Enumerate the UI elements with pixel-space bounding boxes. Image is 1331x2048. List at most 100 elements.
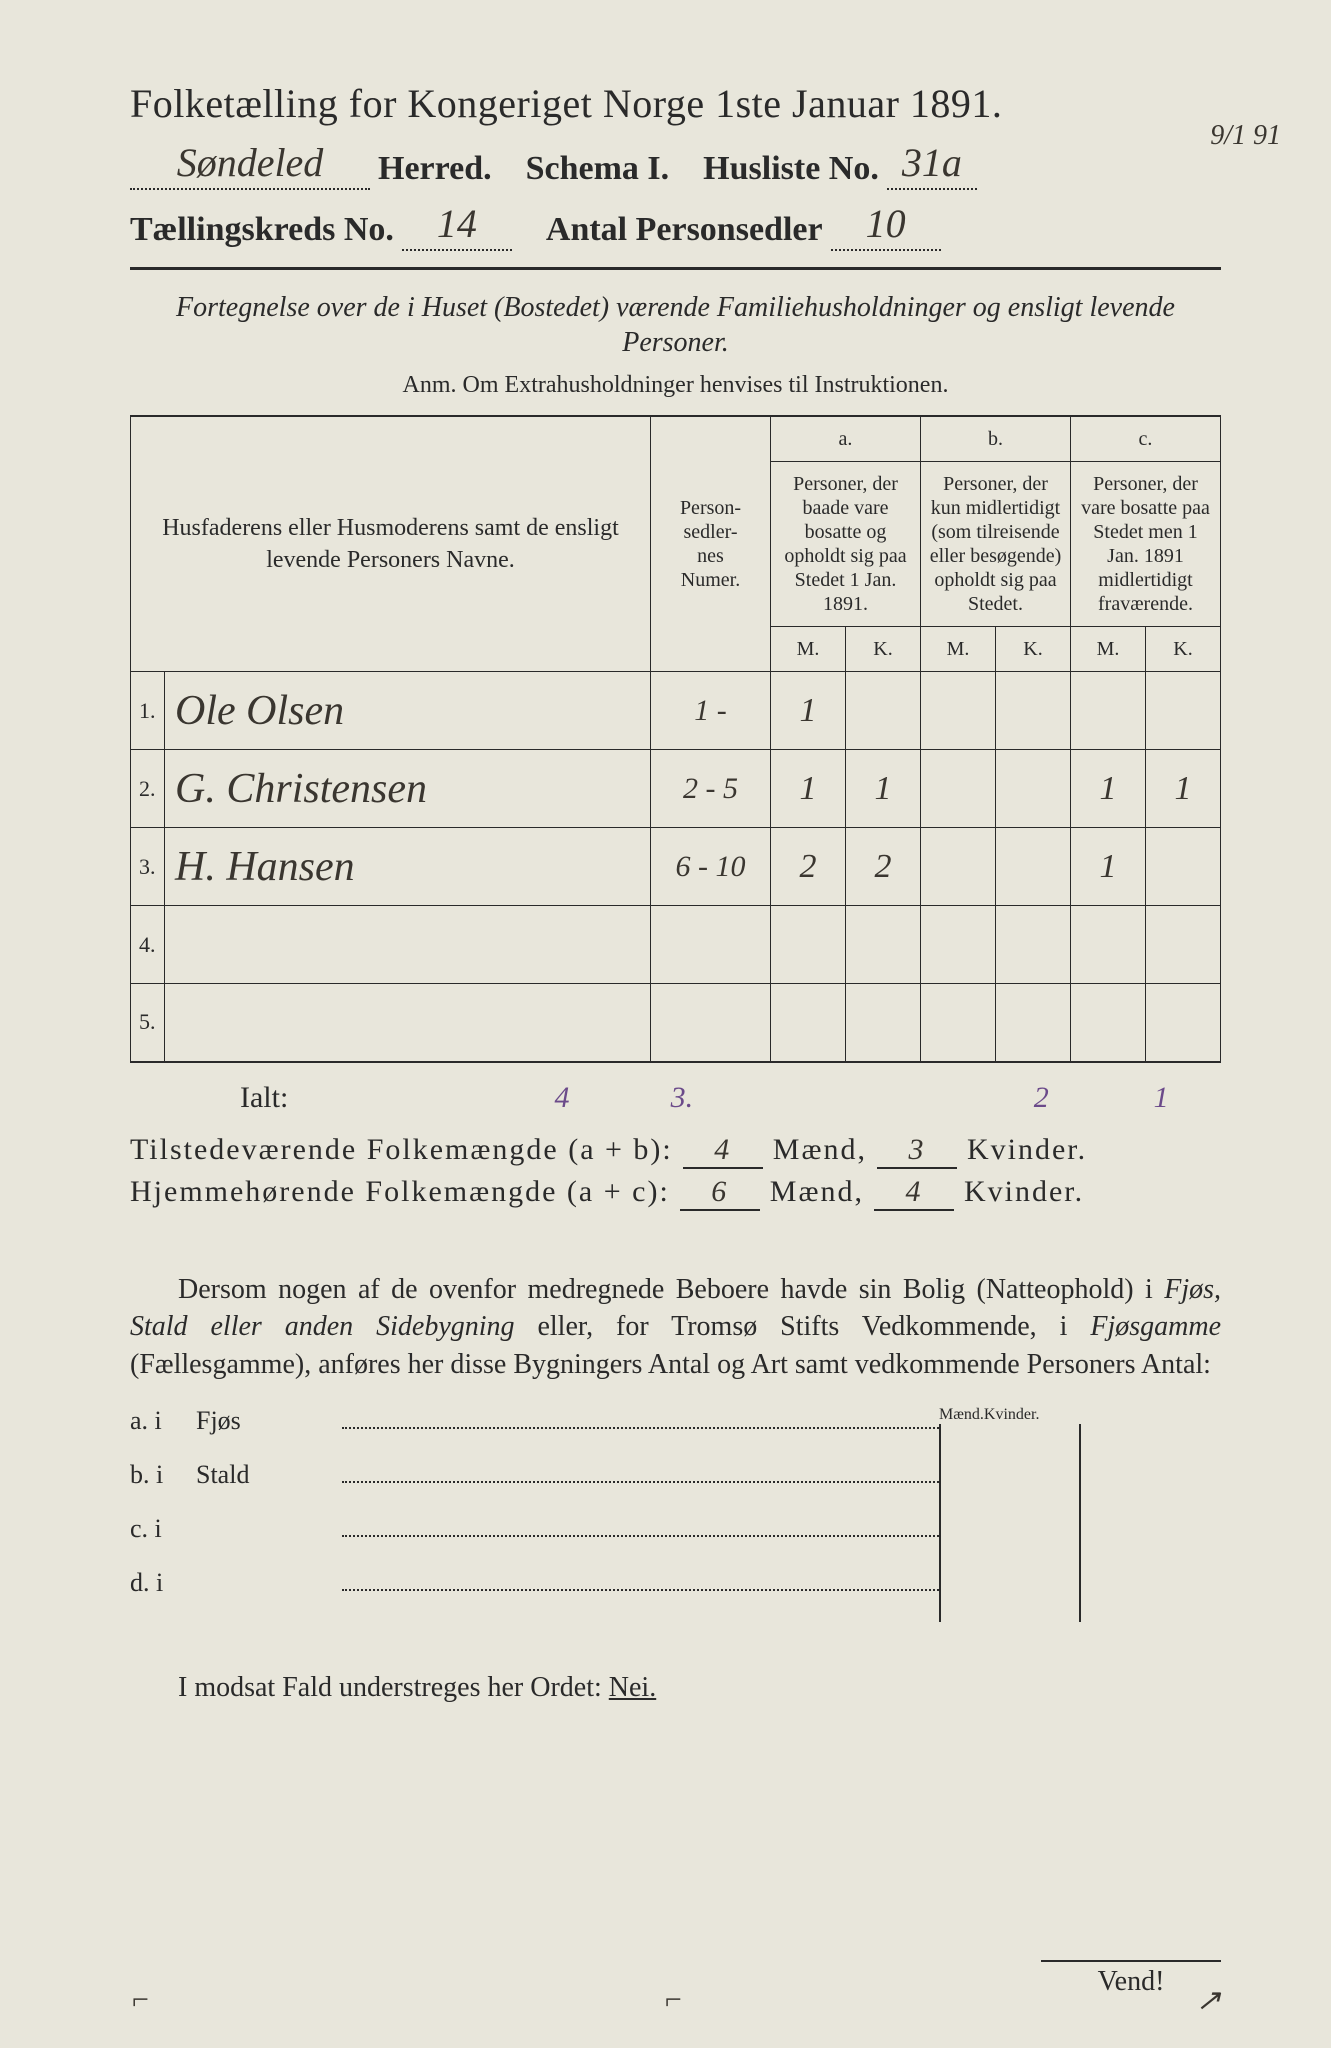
divider xyxy=(130,267,1221,270)
table-body: 1.Ole Olsen1 -12.G. Christensen2 - 51111… xyxy=(131,672,1221,1062)
col-names-header: Husfaderens eller Husmoderens samt de en… xyxy=(131,416,651,672)
table-cell xyxy=(1146,906,1221,984)
kvinder-1: Kvinder. xyxy=(967,1133,1087,1167)
col-a-text: Personer, der baade vare bosatte og opho… xyxy=(771,462,921,627)
ialt-label: Ialt: xyxy=(130,1081,412,1115)
table-cell xyxy=(996,828,1071,906)
sum1-m: 4 xyxy=(683,1133,763,1169)
side-kvinder-col xyxy=(1081,1424,1221,1622)
antal-value: 10 xyxy=(831,200,941,251)
side-left: a. i Fjøs b. iStaldc. i d. i xyxy=(130,1406,939,1622)
table-cell: Ole Olsen xyxy=(165,672,651,750)
table-cell xyxy=(921,984,996,1062)
table-cell: 3. xyxy=(131,828,165,906)
table-cell xyxy=(771,906,846,984)
table-cell: 1 xyxy=(771,750,846,828)
nei-text: I modsat Fald understreges her Ordet: xyxy=(178,1672,602,1703)
table-row: 5. xyxy=(131,984,1221,1062)
table-cell xyxy=(1146,828,1221,906)
table-cell: 1 xyxy=(1071,750,1146,828)
census-form-page: Folketælling for Kongeriget Norge 1ste J… xyxy=(130,80,1221,1988)
edge-marks: ⌐⌐↗ xyxy=(130,1983,1221,2018)
col-b-text: Personer, der kun midlertidigt (som tilr… xyxy=(921,462,1071,627)
table-cell: G. Christensen xyxy=(165,750,651,828)
col-a-label: a. xyxy=(771,416,921,462)
col-names-text: Husfaderens eller Husmoderens samt de en… xyxy=(162,515,619,573)
side-row: d. i xyxy=(130,1568,939,1622)
sum1-label: Tilstedeværende Folkemængde (a + b): xyxy=(130,1133,673,1167)
krets-value: 14 xyxy=(402,200,512,251)
side-row-lab: d. i xyxy=(130,1568,180,1598)
table-cell xyxy=(771,984,846,1062)
schema-label: Schema I. xyxy=(526,150,670,188)
col-c-label: c. xyxy=(1071,416,1221,462)
summary-lines: Tilstedeværende Folkemængde (a + b): 4 M… xyxy=(130,1133,1221,1211)
table-cell xyxy=(846,672,921,750)
table-cell: 1. xyxy=(131,672,165,750)
table-cell xyxy=(996,906,1071,984)
side-row-dots xyxy=(342,1427,939,1429)
anm-note: Anm. Om Extrahusholdninger henvises til … xyxy=(130,372,1221,399)
side-row-word: Fjøs xyxy=(196,1406,326,1436)
table-cell xyxy=(846,984,921,1062)
table-row: 2.G. Christensen2 - 51111 xyxy=(131,750,1221,828)
table-cell: 2 - 5 xyxy=(651,750,771,828)
side-row-lab: a. i xyxy=(130,1406,180,1436)
table-cell xyxy=(921,906,996,984)
header-line-3: Tællingskreds No. 14 Antal Personsedler … xyxy=(130,198,1221,249)
col-num-header: Person- sedler- nes Numer. xyxy=(651,416,771,672)
header-line-2: Søndeled Herred. Schema I. Husliste No. … xyxy=(130,137,1221,188)
table-cell xyxy=(1146,672,1221,750)
kvinder-2: Kvinder. xyxy=(964,1175,1084,1209)
side-row-dots xyxy=(342,1481,939,1483)
sum2-label: Hjemmehørende Folkemængde (a + c): xyxy=(130,1175,670,1209)
side-row: a. i Fjøs xyxy=(130,1406,939,1460)
col-c-text: Personer, der vare bosatte paa Stedet me… xyxy=(1071,462,1221,627)
table-cell xyxy=(996,672,1071,750)
side-right: Mænd. Kvinder. xyxy=(939,1406,1221,1622)
krets-label: Tællingskreds No. xyxy=(130,211,394,249)
herred-value: Søndeled xyxy=(130,139,370,190)
table-cell: 6 - 10 xyxy=(651,828,771,906)
instruction-paragraph: Dersom nogen af de ovenfor medregnede Be… xyxy=(130,1271,1221,1384)
table-cell: 4. xyxy=(131,906,165,984)
ialt-aK: 3. xyxy=(622,1081,742,1115)
table-cell: 2. xyxy=(131,750,165,828)
ialt-cM: 2 xyxy=(981,1081,1101,1115)
sum2-k: 4 xyxy=(874,1175,954,1211)
table-cell xyxy=(651,906,771,984)
table-cell xyxy=(846,906,921,984)
table-cell xyxy=(1071,984,1146,1062)
a-m: M. xyxy=(771,627,846,672)
side-building-table: a. i Fjøs b. iStaldc. i d. i Mænd. Kvinder. xyxy=(130,1406,1221,1622)
side-row-lab: c. i xyxy=(130,1514,180,1544)
sum2-m: 6 xyxy=(680,1175,760,1211)
side-row-lab: b. i xyxy=(130,1460,180,1490)
maend-2: Mænd, xyxy=(770,1175,864,1209)
side-row-dots xyxy=(342,1589,939,1591)
table-cell: 1 xyxy=(1146,750,1221,828)
side-kvinder-header: Kvinder. xyxy=(984,1406,1040,1424)
table-cell xyxy=(1071,906,1146,984)
side-row: b. iStald xyxy=(130,1460,939,1514)
table-cell xyxy=(921,828,996,906)
side-maend-col xyxy=(941,1424,1081,1622)
margin-date: 9/1 91 xyxy=(1210,120,1281,152)
table-cell: 1 xyxy=(1071,828,1146,906)
b-m: M. xyxy=(921,627,996,672)
subtitle: Fortegnelse over de i Huset (Bostedet) v… xyxy=(130,290,1221,360)
table-cell: 1 - xyxy=(651,672,771,750)
table-cell xyxy=(165,984,651,1062)
ialt-cK: 1 xyxy=(1101,1081,1221,1115)
table-cell xyxy=(165,906,651,984)
nei-word: Nei. xyxy=(609,1672,656,1703)
c-m: M. xyxy=(1071,627,1146,672)
ialt-row: Ialt: 4 3. 2 1 xyxy=(130,1081,1221,1115)
b-k: K. xyxy=(996,627,1071,672)
nei-line: I modsat Fald understreges her Ordet: Ne… xyxy=(130,1672,1221,1704)
side-maend-header: Mænd. xyxy=(939,1406,984,1424)
table-cell: H. Hansen xyxy=(165,828,651,906)
col-b-label: b. xyxy=(921,416,1071,462)
census-table: Husfaderens eller Husmoderens samt de en… xyxy=(130,415,1221,1063)
maend-1: Mænd, xyxy=(773,1133,867,1167)
